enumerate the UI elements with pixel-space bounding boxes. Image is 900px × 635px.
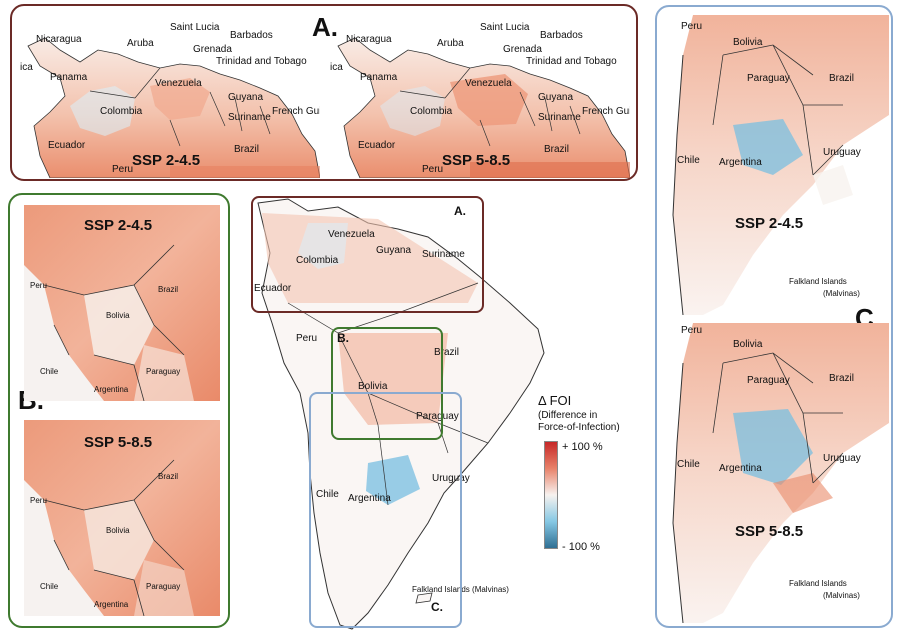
legend-min-label: - 100 %	[562, 541, 600, 553]
panel-b-map-2: Brazil Peru Bolivia Chile Paraguay Argen…	[24, 420, 220, 616]
panel-a-map-2-svg	[337, 37, 630, 178]
scenario-label: SSP 5-8.5	[735, 523, 804, 540]
legend-color-bar	[544, 441, 558, 549]
panel-b-map-1: Brazil Peru Bolivia Chile Paraguay Argen…	[24, 205, 220, 401]
main-map-svg	[257, 198, 545, 630]
legend-title: Δ FOI	[538, 393, 572, 408]
legend: Δ FOI (Difference in Force-of-Infection)…	[538, 393, 648, 563]
panel-c-frame: C. Peru Bolivia Paraguay Brazil Chile Ar…	[655, 5, 893, 628]
main-map-box-b: B.	[331, 327, 443, 440]
panel-c-map-2-svg	[672, 323, 889, 623]
box-label-b: B.	[337, 331, 349, 345]
panel-a-map-1-svg	[27, 37, 320, 178]
scenario-label: SSP 5-8.5	[84, 434, 153, 451]
legend-subtitle-line-2: Force-of-Infection)	[538, 422, 620, 433]
legend-max-label: + 100 %	[562, 441, 603, 453]
panel-c-map-1: Peru Bolivia Paraguay Brazil Chile Argen…	[663, 15, 889, 315]
legend-subtitle-line-1: (Difference in	[538, 410, 598, 421]
panel-b-map-2-svg	[24, 420, 220, 616]
box-label-c: C.	[431, 600, 443, 614]
panel-c-map-1-svg	[672, 15, 889, 315]
main-map-box-c: C.	[309, 392, 462, 628]
panel-a-label: A.	[312, 12, 338, 42]
panel-a-frame: A. Nicaragua ica Panama Aruba Saint Luci…	[10, 4, 638, 181]
panel-b-frame: B. Brazil Peru Bolivia Chile Paraguay Ar…	[8, 193, 230, 628]
panel-a-map-2: Nicaragua ica Panama Aruba Saint Lucia B…	[330, 16, 630, 178]
main-map-box-a: A.	[251, 196, 484, 313]
scenario-label: SSP 2-4.5	[84, 217, 153, 234]
scenario-label: SSP 5-8.5	[442, 152, 511, 169]
box-label-a: A.	[454, 204, 466, 218]
panel-b-map-1-svg	[24, 205, 220, 401]
scenario-label: SSP 2-4.5	[735, 215, 804, 232]
scenario-label: SSP 2-4.5	[132, 152, 201, 169]
panel-c-map-2: Peru Bolivia Paraguay Brazil Chile Argen…	[663, 323, 889, 623]
panel-a-map-1: Nicaragua ica Panama Aruba Saint Lucia B…	[20, 16, 320, 178]
